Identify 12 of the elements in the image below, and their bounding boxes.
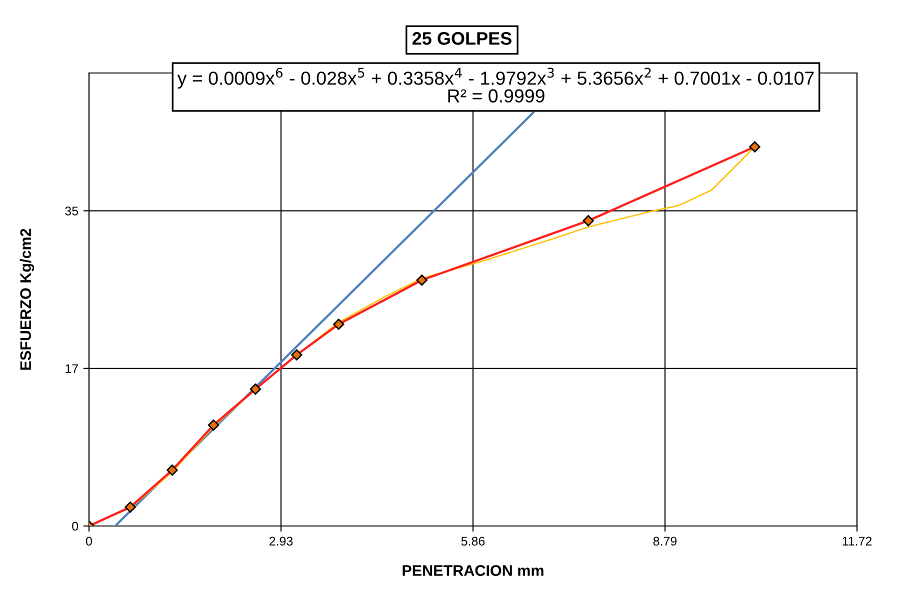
x-tick-label: 11.72 <box>842 536 872 546</box>
x-tick-label: 5.86 <box>461 536 485 546</box>
x-tick-label: 0 <box>86 536 92 546</box>
y-tick-label: 17 <box>66 364 78 373</box>
y-tick-label: 0 <box>72 522 78 531</box>
y-axis-title: ESFUERZO Kg/cm2 <box>20 228 34 370</box>
chart-title: 25 GOLPES <box>412 32 512 45</box>
y-tick-label: 35 <box>65 206 78 216</box>
x-tick-label: 2.93 <box>269 536 293 546</box>
text: y = 0.0009x$^{6}$ - 0.028x$^{5}$ + 0.3358x$^{4}$ - 1.9792x$^{3}$ + 5.3656x$^{2}$ + 0.7001x - 0.0107 R² = 0.9999 <box>177 68 814 103</box>
x-tick-label: 8.79 <box>653 536 677 546</box>
x-axis-title: PENETRACION mm <box>402 565 544 576</box>
